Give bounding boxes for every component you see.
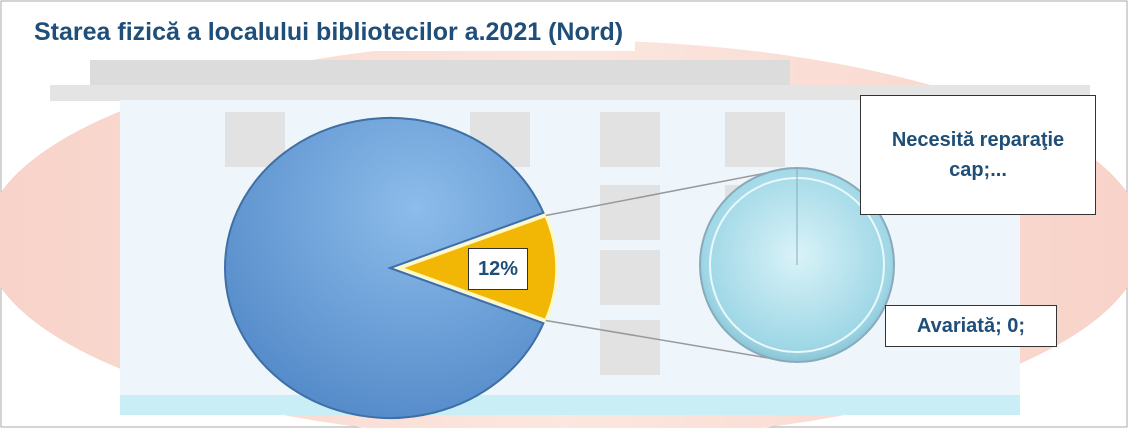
data-label: Necesită reparaţie cap;... (860, 95, 1096, 215)
chart: Starea fizică a localului bibliotecilor … (0, 0, 1128, 428)
data-label: 12% (468, 248, 528, 290)
chart-title: Starea fizică a localului bibliotecilor … (22, 14, 635, 51)
data-label: Avariată; 0; (885, 305, 1057, 347)
base (120, 395, 1020, 415)
